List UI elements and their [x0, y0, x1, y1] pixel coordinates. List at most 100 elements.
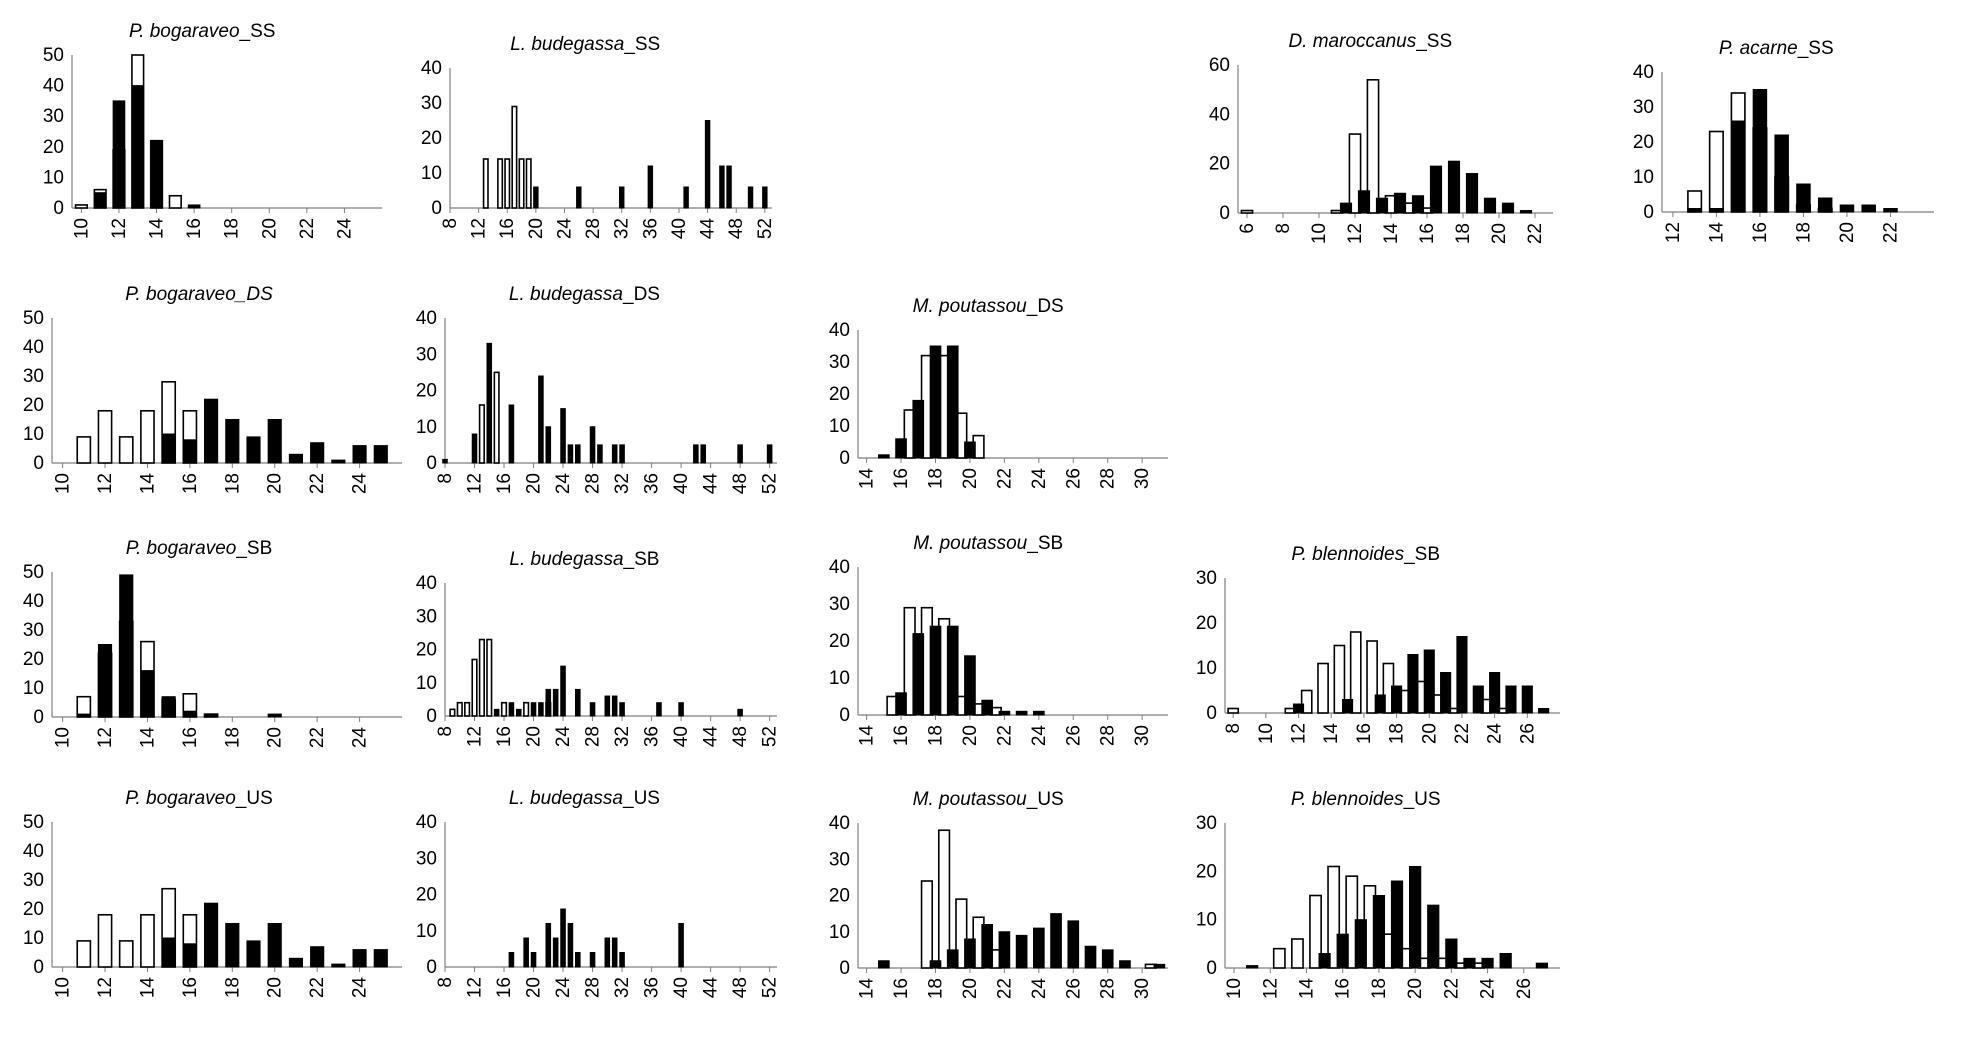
bar-open	[1327, 865, 1341, 969]
y-tick-label: 40	[1209, 104, 1230, 125]
y-tick-label: 30	[1196, 813, 1217, 834]
x-tick-label: 20	[265, 473, 286, 494]
bar-filled	[912, 633, 925, 716]
x-tick-label: 10	[53, 727, 74, 748]
bar-open	[497, 158, 504, 209]
bar-filled	[589, 426, 596, 464]
bar-filled	[575, 688, 581, 717]
x-tick-label: 32	[612, 726, 633, 747]
bar-open	[1317, 662, 1329, 714]
chart-title: M. poutassou_DS	[913, 296, 1064, 317]
bar-filled	[998, 931, 1011, 969]
bar-open	[456, 701, 463, 717]
x-tick-label: 22	[994, 725, 1015, 746]
x-tick-label: 40	[669, 218, 690, 239]
x-tick-label: 16	[1417, 223, 1438, 244]
bar-filled	[946, 625, 959, 716]
x-tick-label: 12	[465, 977, 486, 998]
x-tick-label: 18	[926, 468, 947, 489]
bar-filled	[538, 375, 544, 464]
chart-title: M. poutassou_US	[913, 789, 1064, 810]
bar-filled	[267, 923, 282, 968]
x-tick-label: 20	[1419, 723, 1440, 744]
bar-filled	[1427, 904, 1440, 969]
chart-title-species: D. maroccanus	[1288, 31, 1416, 52]
bar-filled	[530, 952, 537, 968]
x-tick-label: 24	[553, 726, 574, 748]
x-tick-label: 26	[1063, 468, 1084, 489]
y-tick-label: 40	[829, 557, 850, 578]
x-tick-label: 24	[350, 727, 371, 749]
bar-filled	[1499, 953, 1512, 969]
bar-filled	[619, 702, 625, 717]
bar-filled	[737, 444, 743, 464]
x-tick-label: 24	[554, 218, 575, 240]
chart-title: L. budegassa_DS	[509, 284, 660, 305]
bar-filled	[719, 165, 725, 209]
y-tick-label: 40	[421, 58, 442, 79]
bar-open	[500, 701, 508, 717]
y-tick-label: 30	[829, 849, 850, 870]
bar-open	[464, 701, 471, 717]
bar-filled	[619, 186, 625, 209]
y-tick-label: 50	[23, 308, 44, 329]
bar-filled	[766, 444, 773, 464]
chart-title-suffix: _SB	[623, 549, 660, 570]
x-tick-label: 14	[857, 468, 878, 490]
x-tick-label: 48	[730, 726, 751, 747]
chart-pb-us: P. bogaraveo_US 0 10 20 30 40 50 10 12 14 16 18 20 22…	[23, 788, 402, 998]
y-tick-label: 40	[416, 308, 437, 329]
bar-filled	[76, 713, 91, 718]
x-tick-label: 10	[1224, 978, 1245, 999]
y-tick-label: 40	[829, 813, 850, 834]
y-tick-label: 30	[1633, 97, 1654, 118]
bar-filled	[1067, 920, 1080, 969]
bar-filled	[331, 459, 346, 464]
bar-filled	[981, 699, 994, 716]
bar-filled	[1246, 965, 1259, 969]
bar-filled	[225, 923, 240, 968]
bar-filled	[1456, 636, 1468, 714]
bar-filled	[545, 426, 552, 464]
x-tick-label: 28	[1098, 725, 1119, 746]
bar-filled	[267, 713, 282, 718]
x-tick-label: 12	[1663, 222, 1684, 243]
x-tick-label: 20	[960, 725, 981, 746]
x-tick-label: 44	[701, 726, 722, 748]
x-tick-label: 10	[1309, 223, 1330, 244]
x-tick-label: 26	[1063, 978, 1084, 999]
y-tick-label: 20	[23, 899, 44, 920]
x-tick-label: 18	[1369, 978, 1390, 999]
bar-filled	[182, 439, 197, 464]
bar-filled	[589, 702, 596, 717]
y-tick-label: 0	[1206, 703, 1217, 724]
bar-open	[482, 158, 489, 209]
y-tick-label: 10	[1196, 910, 1217, 931]
chart-title-suffix: _SB	[1026, 533, 1063, 554]
bar-filled	[1084, 945, 1097, 969]
bar-filled	[1339, 202, 1353, 214]
bar-open	[76, 940, 92, 968]
x-tick-label: 20	[259, 218, 280, 239]
x-tick-label: 24	[1029, 468, 1050, 490]
bar-filled	[567, 923, 574, 968]
x-tick-label: 14	[137, 727, 158, 749]
x-tick-label: 8	[435, 473, 456, 484]
x-tick-label: 14	[857, 978, 878, 1000]
bar-open	[518, 158, 525, 209]
x-tick-label: 32	[612, 473, 633, 494]
bar-filled	[182, 710, 197, 718]
bar-filled	[1445, 938, 1458, 969]
y-tick-label: 10	[416, 417, 437, 438]
x-tick-label: 26	[1517, 723, 1538, 744]
chart-title-species: P. blennoides	[1291, 544, 1404, 565]
y-tick-label: 60	[1209, 55, 1230, 76]
bar-open	[140, 409, 155, 464]
y-tick-label: 40	[829, 320, 850, 341]
x-tick-label: 14	[137, 977, 158, 999]
x-tick-label: 44	[701, 977, 722, 999]
x-tick-label: 8	[435, 726, 456, 737]
bar-filled	[508, 702, 515, 717]
x-tick-label: 24	[1029, 725, 1050, 747]
y-tick-label: 40	[1633, 62, 1654, 83]
